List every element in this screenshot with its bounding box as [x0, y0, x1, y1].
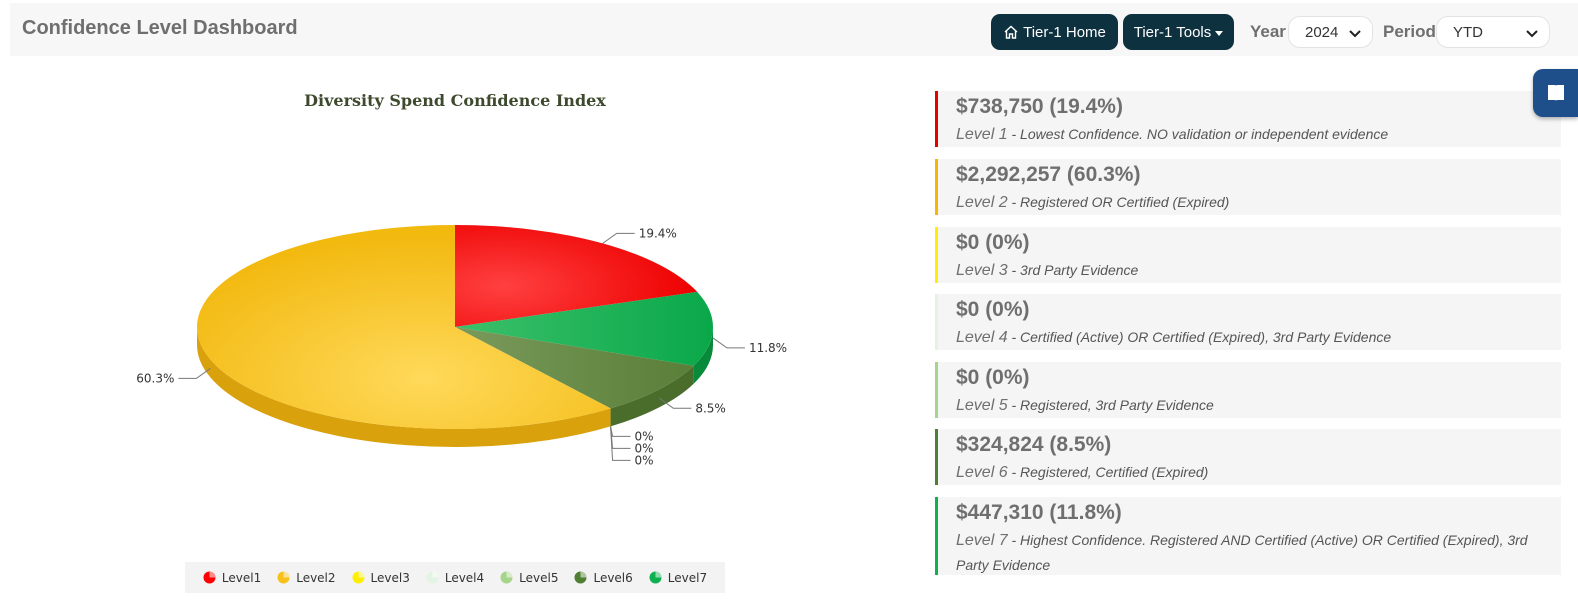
help-book-tab[interactable] — [1533, 69, 1578, 117]
pie-slice-level1[interactable] — [455, 225, 698, 327]
period-label: Period — [1383, 22, 1436, 41]
level-card-6: $324,824 (8.5%) Level 6 - Registered, Ce… — [935, 429, 1561, 485]
level-name: Level 6 — [956, 464, 1008, 481]
legend-item-level7[interactable]: Level7 — [649, 571, 707, 585]
tier1-tools-button[interactable]: Tier-1 Tools — [1123, 14, 1234, 50]
level-card-1: $738,750 (19.4%) Level 1 - Lowest Confid… — [935, 91, 1561, 147]
home-icon — [1004, 25, 1018, 39]
level-amount: $738,750 (19.4%) — [956, 95, 1123, 118]
legend-item-level2[interactable]: Level2 — [277, 570, 336, 585]
level-amount: $0 (0%) — [956, 231, 1030, 254]
pie-slice-side-level2 — [196, 327, 611, 448]
leader-line — [712, 337, 745, 349]
level-detail: - Certified (Active) OR Certified (Expir… — [1011, 329, 1392, 345]
pie-slice-level7[interactable] — [455, 291, 713, 366]
legend-item-level1[interactable]: Level1 — [203, 571, 261, 585]
page-title: Confidence Level Dashboard — [22, 17, 298, 39]
level-card-5: $0 (0%) Level 5 - Registered, 3rd Party … — [935, 362, 1561, 418]
leader-line — [610, 426, 631, 437]
level-description: Level 7 - Highest Confidence. Registered… — [956, 528, 1561, 577]
level-description: Level 5 - Registered, 3rd Party Evidence — [956, 393, 1561, 418]
year-select[interactable]: 2024 — [1288, 16, 1373, 48]
legend-label: Level5 — [519, 570, 559, 585]
tier1-home-label: Tier-1 Home — [1023, 23, 1106, 41]
level-amount: $0 (0%) — [956, 298, 1030, 321]
level-detail: - Registered, 3rd Party Evidence — [1011, 397, 1214, 413]
level-description: Level 3 - 3rd Party Evidence — [956, 258, 1561, 283]
leader-line — [610, 426, 631, 461]
tier1-tools-label: Tier-1 Tools — [1133, 23, 1212, 41]
legend-label: Level2 — [296, 570, 336, 585]
level-amount: $0 (0%) — [956, 366, 1030, 389]
legend-item-level3[interactable]: Level3 — [352, 571, 410, 585]
level-detail: - Lowest Confidence. NO validation or in… — [1011, 126, 1389, 142]
level-card-2: $2,292,257 (60.3%) Level 2 - Registered … — [935, 159, 1561, 215]
level-name: Level 2 — [956, 194, 1008, 211]
level-name: Level 3 — [956, 262, 1008, 279]
level-detail: - Highest Confidence. Registered AND Cer… — [956, 532, 1528, 573]
pie-marker-icon — [649, 571, 662, 584]
level-detail: - Registered, Certified (Expired) — [1011, 464, 1209, 480]
pie-label-level6: 8.5% — [695, 401, 726, 415]
pie-slice-side-level6 — [610, 365, 694, 427]
pie-label-level5: 0% — [635, 429, 654, 443]
chart-title: Diversity Spend Confidence Index — [304, 91, 606, 110]
year-label: Year — [1250, 22, 1286, 41]
legend-label: Level7 — [667, 570, 708, 585]
leader-line — [602, 232, 635, 244]
chevron-down-icon — [1526, 30, 1538, 38]
level-card-4: $0 (0%) Level 4 - Certified (Active) OR … — [935, 294, 1561, 350]
leader-line — [659, 397, 692, 409]
tier1-home-button[interactable]: Tier-1 Home — [991, 14, 1118, 50]
level-card-3: $0 (0%) Level 3 - 3rd Party Evidence — [935, 227, 1561, 283]
pie-slice-level6[interactable] — [455, 327, 694, 409]
year-value: 2024 — [1305, 23, 1339, 41]
chart-legend: Level1 Level2 Level3 Level4 Level5 Level… — [185, 562, 725, 593]
pie-marker-icon — [277, 571, 290, 584]
pie-chart: 19.4%11.8%8.5%0%0%0%60.3% — [136, 225, 787, 467]
level-name: Level 4 — [956, 329, 1008, 346]
pie-marker-icon — [426, 571, 439, 584]
level-name: Level 7 — [956, 532, 1008, 549]
legend-item-level5[interactable]: Level5 — [500, 571, 558, 585]
legend-label: Level3 — [370, 570, 410, 585]
legend-label: Level6 — [593, 570, 633, 585]
pie-slice-level2[interactable] — [197, 225, 611, 429]
level-name: Level 5 — [956, 397, 1008, 414]
level-description: Level 1 - Lowest Confidence. NO validati… — [956, 122, 1561, 147]
level-name: Level 1 — [956, 126, 1008, 143]
pie-label-level1: 19.4% — [639, 226, 677, 240]
legend-item-level6[interactable]: Level6 — [574, 570, 633, 585]
level-card-7: $447,310 (11.8%) Level 7 - Highest Confi… — [935, 497, 1561, 575]
period-select[interactable]: YTD — [1436, 16, 1550, 48]
leader-line — [610, 426, 631, 449]
level-amount: $447,310 (11.8%) — [956, 501, 1122, 524]
pie-marker-icon — [352, 571, 365, 584]
leader-line — [178, 368, 211, 379]
book-icon — [1547, 85, 1564, 101]
pie-label-level4: 0% — [635, 441, 654, 455]
pie-marker-icon — [500, 571, 513, 584]
level-amount: $324,824 (8.5%) — [956, 433, 1112, 456]
pie-marker-icon — [574, 571, 587, 584]
level-detail: - 3rd Party Evidence — [1011, 262, 1139, 278]
level-detail: - Registered OR Certified (Expired) — [1011, 194, 1230, 210]
pie-marker-icon — [203, 571, 216, 584]
pie-label-level3: 0% — [635, 453, 654, 467]
legend-item-level4[interactable]: Level4 — [426, 571, 484, 585]
pie-label-level2: 60.3% — [136, 371, 174, 385]
pie-label-level7: 11.8% — [749, 341, 787, 355]
caret-down-icon — [1215, 30, 1224, 36]
level-description: Level 6 - Registered, Certified (Expired… — [956, 460, 1561, 485]
header-bar: Confidence Level Dashboard Tier-1 Home T… — [10, 3, 1578, 56]
legend-label: Level1 — [221, 570, 262, 585]
pie-slice-side-level7 — [693, 327, 713, 384]
legend-label: Level4 — [444, 570, 485, 585]
level-amount: $2,292,257 (60.3%) — [956, 163, 1141, 186]
chevron-down-icon — [1349, 30, 1361, 38]
level-description: Level 2 - Registered OR Certified (Expir… — [956, 190, 1561, 215]
period-value: YTD — [1453, 23, 1483, 41]
level-description: Level 4 - Certified (Active) OR Certifie… — [956, 325, 1561, 350]
